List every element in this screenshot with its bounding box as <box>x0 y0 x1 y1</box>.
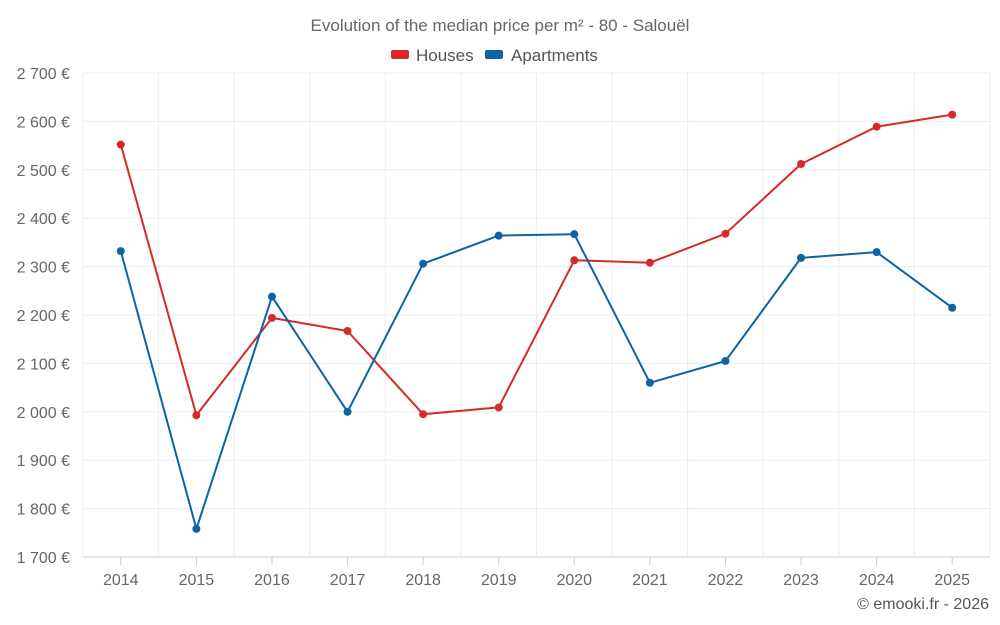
y-tick-label: 2 600 € <box>17 114 70 131</box>
y-tick-label: 2 500 € <box>17 163 70 180</box>
y-tick-label: 2 000 € <box>17 405 70 422</box>
legend-swatch-apartments <box>485 50 503 59</box>
legend-label-apartments[interactable]: Apartments <box>511 46 598 65</box>
y-tick-label: 1 900 € <box>17 453 70 470</box>
x-tick-label: 2023 <box>783 572 819 589</box>
data-point-apartments[interactable] <box>419 259 428 268</box>
x-tick-label: 2019 <box>481 572 517 589</box>
data-point-houses[interactable] <box>494 403 503 412</box>
data-point-apartments[interactable] <box>494 231 503 240</box>
x-tick-label: 2014 <box>103 572 139 589</box>
data-point-apartments[interactable] <box>116 247 125 256</box>
x-tick-label: 2025 <box>934 572 970 589</box>
data-point-houses[interactable] <box>721 229 730 238</box>
data-point-houses[interactable] <box>948 110 957 119</box>
data-point-apartments[interactable] <box>343 407 352 416</box>
data-point-apartments[interactable] <box>797 253 806 262</box>
x-tick-label: 2016 <box>254 572 290 589</box>
y-tick-label: 1 700 € <box>17 550 70 567</box>
credit-text: © emooki.fr - 2026 <box>857 596 989 613</box>
data-point-houses[interactable] <box>419 410 428 419</box>
legend-label-houses[interactable]: Houses <box>416 46 474 65</box>
y-tick-label: 2 100 € <box>17 356 70 373</box>
chart-title: Evolution of the median price per m² - 8… <box>311 16 690 35</box>
y-tick-label: 2 300 € <box>17 260 70 277</box>
data-point-apartments[interactable] <box>872 248 881 257</box>
data-point-houses[interactable] <box>116 140 125 149</box>
series-layer <box>116 110 957 533</box>
x-tick-label: 2017 <box>330 572 366 589</box>
data-point-apartments[interactable] <box>721 356 730 365</box>
data-point-houses[interactable] <box>570 256 579 265</box>
grid <box>82 72 991 558</box>
x-tick-label: 2020 <box>556 572 592 589</box>
data-point-houses[interactable] <box>797 159 806 168</box>
data-point-apartments[interactable] <box>267 292 276 301</box>
x-tick-label: 2024 <box>859 572 895 589</box>
y-tick-label: 1 800 € <box>17 502 70 519</box>
x-tick-label: 2022 <box>708 572 744 589</box>
data-point-houses[interactable] <box>872 122 881 131</box>
y-tick-label: 2 700 € <box>17 66 70 83</box>
data-point-apartments[interactable] <box>948 303 957 312</box>
data-point-apartments[interactable] <box>192 524 201 533</box>
series-line-apartments <box>119 233 953 530</box>
legend: Houses Apartments <box>391 46 598 65</box>
data-point-apartments[interactable] <box>645 378 654 387</box>
data-point-houses[interactable] <box>645 258 654 267</box>
data-point-houses[interactable] <box>343 326 352 335</box>
data-point-houses[interactable] <box>267 313 276 322</box>
y-tick-label: 2 200 € <box>17 308 70 325</box>
data-point-houses[interactable] <box>192 411 201 420</box>
y-tick-label: 2 400 € <box>17 211 70 228</box>
x-tick-label: 2018 <box>405 572 441 589</box>
axes: 1 700 € 1 800 € 1 900 € 2 000 € 2 100 € 2 200… <box>17 66 970 589</box>
x-tick-label: 2015 <box>179 572 215 589</box>
data-point-apartments[interactable] <box>570 230 579 239</box>
x-tick-label: 2021 <box>632 572 668 589</box>
legend-swatch-houses <box>391 50 409 59</box>
